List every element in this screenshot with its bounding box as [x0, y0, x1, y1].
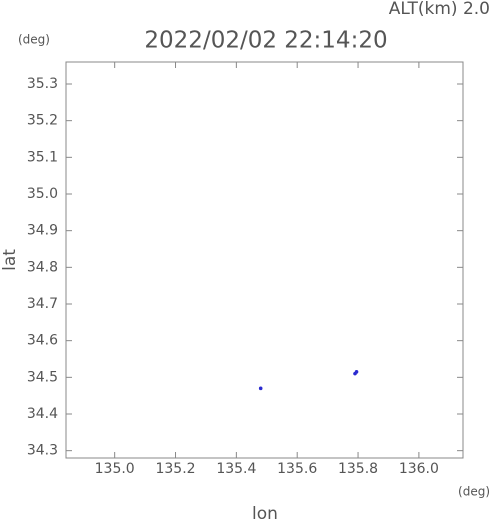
x-unit: (deg) — [458, 485, 490, 499]
y-tick-label: 34.5 — [27, 369, 58, 385]
x-tick-label: 135.6 — [277, 461, 317, 477]
y-tick-label: 35.2 — [27, 113, 58, 129]
y-tick-label: 35.3 — [27, 76, 58, 92]
y-tick-label: 34.8 — [27, 259, 58, 275]
y-tick-label: 35.1 — [27, 149, 58, 165]
x-tick-label: 135.8 — [338, 461, 378, 477]
y-tick-label: 34.6 — [27, 333, 58, 349]
y-tick-label: 34.4 — [27, 406, 58, 422]
x-axis-label: lon — [252, 504, 278, 521]
x-tick-label: 135.0 — [95, 461, 135, 477]
x-tick-label: 136.0 — [399, 461, 439, 477]
altitude-annotation: ALT(km) 2.0 — [389, 0, 490, 19]
x-tick-label: 135.2 — [155, 461, 195, 477]
y-axis-label: lat — [0, 249, 20, 271]
plot-frame — [65, 61, 464, 459]
y-tick-label: 35.0 — [27, 186, 58, 202]
y-unit: (deg) — [18, 33, 50, 47]
point — [258, 386, 263, 391]
y-tick-label: 34.7 — [27, 296, 58, 312]
x-tick-label: 135.4 — [216, 461, 256, 477]
chart-title: 2022/02/02 22:14:20 — [144, 28, 387, 54]
point — [354, 370, 359, 374]
y-tick-label: 34.9 — [27, 223, 58, 239]
y-tick-label: 34.3 — [27, 443, 58, 459]
